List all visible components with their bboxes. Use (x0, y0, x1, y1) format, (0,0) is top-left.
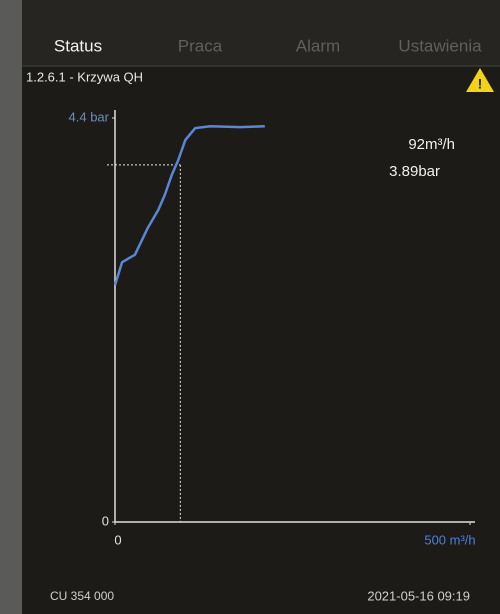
tab-status[interactable]: Status (54, 36, 102, 55)
screen-title: 1.2.6.1 - Krzywa QH (26, 69, 143, 84)
operating-flow-label: 92m³/h (408, 136, 455, 153)
y-tick-label: 0 (102, 513, 109, 528)
device-name: CU 354 000 (50, 589, 114, 603)
operating-pressure-label: 3.89bar (389, 163, 440, 180)
y-tick-label: 4.4 bar (69, 109, 110, 124)
screen: Status Praca Alarm Ustawienia 1.2.6.1 - … (0, 0, 500, 614)
tab-bar (22, 0, 500, 66)
warning-mark: ! (478, 76, 483, 92)
tab-ustawienia[interactable]: Ustawienia (398, 36, 482, 55)
x-tick-label: 500 m³/h (424, 532, 475, 547)
date-time: 2021-05-16 09:19 (367, 588, 470, 603)
x-tick-label: 0 (114, 532, 121, 547)
tab-alarm[interactable]: Alarm (296, 36, 340, 55)
bezel-left (0, 0, 22, 614)
tab-praca[interactable]: Praca (178, 36, 223, 55)
